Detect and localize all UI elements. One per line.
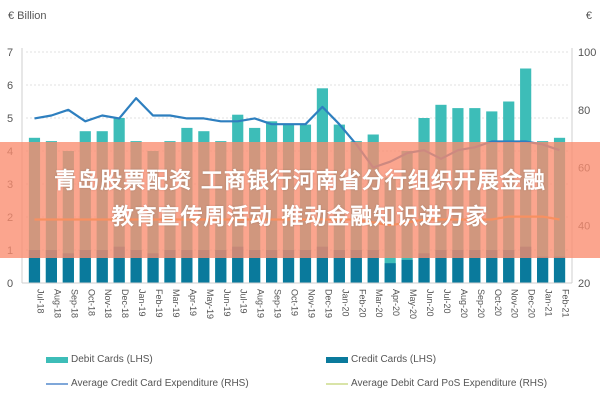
svg-text:Aug-20: Aug-20 (459, 289, 469, 318)
svg-text:Nov-18: Nov-18 (103, 289, 113, 318)
x-axis-tick-labels: Jul-18 Aug-18 Sep-18 Oct-18 Nov-18 Dec-18 Jan-… (35, 289, 570, 319)
svg-text:Sep-20: Sep-20 (476, 289, 486, 318)
svg-text:Feb-21: Feb-21 (561, 289, 571, 318)
svg-text:Mar-20: Mar-20 (374, 289, 384, 318)
legend-label-credit: Credit Cards (LHS) (351, 354, 437, 365)
left-axis-unit-label: € Billion (8, 10, 47, 22)
svg-text:Feb-20: Feb-20 (357, 289, 367, 318)
avg-debit-line-swatch-icon (326, 382, 348, 385)
svg-text:Feb-19: Feb-19 (154, 289, 164, 318)
avg-credit-line-swatch-icon (46, 382, 68, 385)
svg-text:Jan-21: Jan-21 (544, 289, 554, 317)
svg-text:Mar-19: Mar-19 (171, 289, 181, 318)
svg-text:Aug-19: Aug-19 (256, 289, 266, 318)
svg-text:20: 20 (578, 278, 590, 290)
legend-label-avg-credit: Average Credit Card Expenditure (RHS) (71, 378, 249, 389)
svg-text:Sep-18: Sep-18 (69, 289, 79, 318)
credit-cards-swatch-icon (326, 356, 348, 363)
svg-text:6: 6 (7, 80, 13, 92)
legend-item-avg-debit-pos-expenditure: Average Debit Card PoS Expenditure (RHS) (326, 378, 547, 389)
legend-item-debit-cards: Debit Cards (LHS) (46, 354, 153, 365)
svg-text:80: 80 (578, 105, 590, 117)
svg-text:May-19: May-19 (205, 289, 215, 319)
headline-overlay-banner: 青岛股票配资 工商银行河南省分行组织开展金融 教育宣传周活动 推动金融知识进万家 (0, 142, 600, 258)
svg-text:Nov-19: Nov-19 (306, 289, 316, 318)
svg-text:Oct-18: Oct-18 (86, 289, 96, 316)
svg-text:Jan-19: Jan-19 (137, 289, 147, 317)
chart-legend: Debit Cards (LHS) Credit Cards (LHS) Ave… (0, 348, 600, 400)
legend-label-debit: Debit Cards (LHS) (71, 354, 153, 365)
debit-cards-swatch-icon (46, 356, 68, 363)
headline-line-1: 青岛股票配资 工商银行河南省分行组织开展金融 (54, 169, 546, 194)
svg-text:Dec-18: Dec-18 (120, 289, 130, 318)
svg-text:Dec-19: Dec-19 (323, 289, 333, 318)
svg-text:0: 0 (7, 278, 13, 290)
svg-text:Oct-19: Oct-19 (290, 289, 300, 316)
svg-text:Oct-20: Oct-20 (493, 289, 503, 316)
svg-text:100: 100 (578, 47, 596, 59)
svg-text:Aug-18: Aug-18 (52, 289, 62, 318)
svg-text:7: 7 (7, 47, 13, 59)
legend-label-avg-debit: Average Debit Card PoS Expenditure (RHS) (351, 378, 548, 389)
svg-text:May-20: May-20 (408, 289, 418, 319)
svg-text:Jun-20: Jun-20 (425, 289, 435, 317)
legend-item-avg-credit-expenditure: Average Credit Card Expenditure (RHS) (46, 378, 249, 389)
svg-text:Nov-20: Nov-20 (510, 289, 520, 318)
svg-text:Jul-19: Jul-19 (239, 289, 249, 314)
right-axis-unit-label: € (585, 10, 592, 22)
svg-text:Apr-20: Apr-20 (391, 289, 401, 316)
legend-item-credit-cards: Credit Cards (LHS) (326, 354, 436, 365)
svg-text:Jul-20: Jul-20 (442, 289, 452, 314)
svg-text:Apr-19: Apr-19 (188, 289, 198, 316)
svg-text:5: 5 (7, 113, 13, 125)
svg-text:Sep-19: Sep-19 (273, 289, 283, 318)
svg-text:Jan-20: Jan-20 (340, 289, 350, 317)
svg-text:Dec-20: Dec-20 (527, 289, 537, 318)
svg-text:Jun-19: Jun-19 (222, 289, 232, 317)
svg-text:Jul-18: Jul-18 (35, 289, 45, 314)
headline-line-2: 教育宣传周活动 推动金融知识进万家 (111, 205, 489, 230)
